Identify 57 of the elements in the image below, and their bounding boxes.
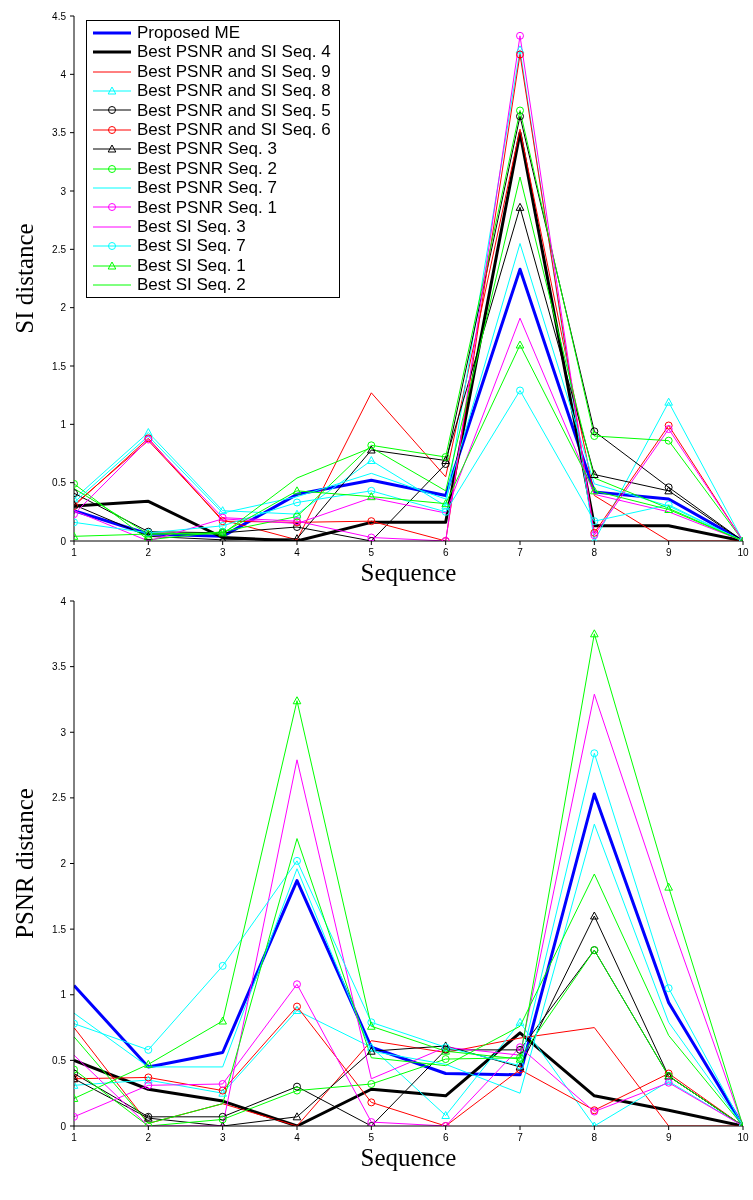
y-tick-label: 3 — [60, 726, 67, 738]
y-tick-label: 3.5 — [52, 661, 67, 673]
x-tick-label: 9 — [665, 547, 672, 559]
x-tick-label: 3 — [219, 1132, 226, 1144]
legend-label: Best PSNR and SI Seq. 6 — [137, 120, 331, 140]
x-tick-label: 7 — [517, 547, 524, 559]
x-tick-label: 8 — [591, 1132, 598, 1144]
legend-label: Best PSNR and SI Seq. 9 — [137, 61, 331, 82]
y-axis-title: SI distance — [10, 223, 38, 334]
y-tick-label: 0 — [60, 535, 67, 547]
legend-label: Best SI Seq. 2 — [137, 275, 246, 295]
x-tick-label: 5 — [368, 1132, 375, 1144]
legend-label: Best SI Seq. 3 — [137, 217, 246, 237]
legend-label: Best PSNR and SI Seq. 4 — [137, 42, 331, 62]
y-tick-label: 1.5 — [52, 360, 67, 372]
x-tick-label: 2 — [145, 547, 152, 559]
x-tick-label: 9 — [665, 1132, 672, 1144]
x-axis-title: Sequence — [360, 558, 457, 586]
x-tick-label: 5 — [368, 547, 375, 559]
legend-label: Best PSNR and SI Seq. 5 — [137, 100, 331, 121]
y-tick-label: 2 — [60, 858, 67, 870]
x-tick-label: 2 — [145, 1132, 152, 1144]
x-axis-title: Sequence — [360, 1143, 457, 1171]
x-tick-label: 7 — [517, 1132, 524, 1144]
y-tick-label: 2 — [60, 302, 67, 314]
y-tick-label: 0.5 — [52, 477, 67, 489]
y-tick-label: 2.5 — [52, 243, 67, 255]
legend-label: Best SI Seq. 1 — [137, 255, 246, 276]
y-tick-label: 1 — [60, 418, 67, 430]
legend-label: Best PSNR Seq. 7 — [137, 178, 277, 198]
y-tick-label: 1.5 — [52, 923, 67, 935]
y-tick-label: 4.5 — [52, 10, 67, 22]
x-tick-label: 3 — [219, 547, 226, 559]
x-tick-label: 4 — [294, 1132, 301, 1144]
y-tick-label: 4 — [60, 595, 67, 607]
x-tick-label: 8 — [591, 547, 598, 559]
legend-label: Proposed ME — [137, 23, 240, 43]
x-tick-label: 6 — [442, 1132, 449, 1144]
x-tick-label: 1 — [71, 547, 78, 559]
x-tick-label: 10 — [737, 547, 749, 559]
y-tick-label: 0.5 — [52, 1054, 67, 1066]
y-axis-title: PSNR distance — [10, 788, 38, 939]
x-tick-label: 4 — [294, 547, 301, 559]
x-tick-label: 6 — [442, 547, 449, 559]
y-tick-label: 3 — [60, 185, 67, 197]
legend-label: Best SI Seq. 7 — [137, 236, 246, 256]
y-tick-label: 3.5 — [52, 127, 67, 139]
y-tick-label: 0 — [60, 1120, 67, 1132]
legend-label: Best PSNR and SI Seq. 8 — [137, 81, 331, 101]
y-tick-label: 1 — [60, 989, 67, 1001]
y-tick-label: 2.5 — [52, 792, 67, 804]
x-tick-label: 10 — [737, 1132, 749, 1144]
legend-label: Best PSNR Seq. 3 — [137, 139, 277, 159]
x-tick-label: 1 — [71, 1132, 78, 1144]
legend-label: Best PSNR Seq. 2 — [137, 158, 277, 179]
y-tick-label: 4 — [60, 68, 67, 80]
legend-label: Best PSNR Seq. 1 — [137, 197, 277, 218]
